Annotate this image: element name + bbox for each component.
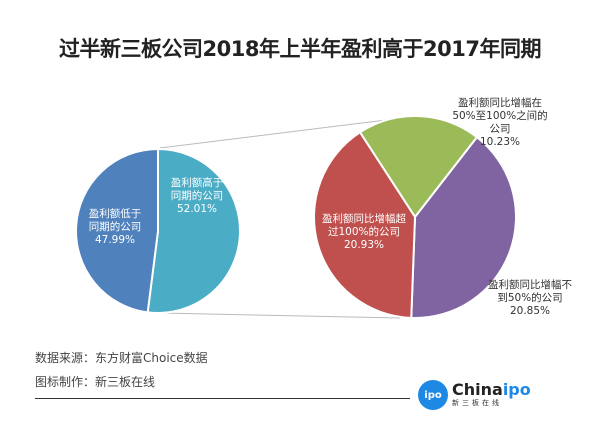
- connector-line-bottom: [159, 312, 401, 319]
- secondary-label-2: 盈利额同比增幅超过100%的公司 20.93%: [322, 212, 406, 251]
- logo-brand-b: ipo: [502, 380, 531, 399]
- data-source: 数据来源：东方财富Choice数据: [35, 351, 208, 365]
- footer-divider: [35, 398, 410, 399]
- chart-maker: 图标制作：新三板在线: [35, 375, 156, 389]
- primary-slice-1: [146, 147, 241, 314]
- primary-slice-0: [75, 147, 159, 314]
- secondary-slice-0: [358, 115, 479, 219]
- primary-label-1: 盈利额高于同期的公司 52.01%: [171, 176, 224, 215]
- secondary-label-0: 盈利额同比增幅在 50%至100%之间的公司 10.23%: [452, 96, 547, 148]
- chinaipo-logo: ipo Chinaipo 新三板在线: [418, 380, 531, 410]
- connector-line-top: [159, 116, 411, 149]
- chart-title: 过半新三板公司2018年上半年盈利高于2017年同期: [59, 37, 541, 61]
- logo-subtitle: 新三板在线: [452, 399, 502, 407]
- secondary-slice-1: [410, 135, 517, 319]
- secondary-label-1: 盈利额同比增幅不到50%的公司 20.85%: [488, 278, 572, 317]
- logo-brand-a: China: [452, 380, 503, 399]
- logo-badge: ipo: [418, 380, 448, 410]
- secondary-slice-2: [313, 130, 417, 319]
- primary-label-0: 盈利额低于同期的公司 47.99%: [89, 207, 142, 246]
